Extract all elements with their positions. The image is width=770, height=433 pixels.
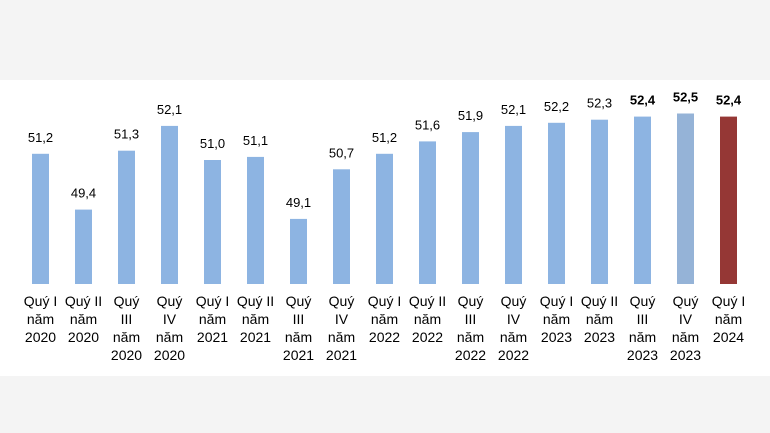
x-tick-label: Quý II năm 2020 [64,293,103,345]
value-label: 52,3 [587,96,612,111]
x-tick-label: Quý IV năm 2023 [669,293,702,363]
x-tick-label: Quý I năm 2022 [367,293,402,345]
x-tick-label: Quý III năm 2023 [626,293,659,363]
value-label: 51,3 [114,127,139,142]
value-label: 51,9 [458,108,483,123]
bar [548,122,565,284]
bar [247,156,264,284]
value-label: 50,7 [329,145,354,160]
bar [505,125,522,285]
x-tick-label: Quý II năm 2023 [580,293,619,345]
value-label: 52,4 [630,93,656,108]
bar [462,132,479,284]
bar [118,150,135,284]
value-label: 52,1 [501,102,526,117]
bar [333,169,350,284]
value-label: 51,1 [243,133,268,148]
x-tick-label: Quý III năm 2020 [110,293,143,363]
x-tick-label: Quý III năm 2022 [454,293,487,363]
bar [720,116,737,284]
x-tick-label: Quý I năm 2021 [195,293,230,345]
x-tick-label: Quý I năm 2024 [711,293,746,345]
value-label: 51,2 [372,130,397,145]
bar [75,209,92,284]
x-tick-label: Quý I năm 2023 [539,293,574,345]
bar [161,125,178,285]
bar [376,153,393,284]
value-label: 52,1 [157,102,182,117]
x-tick-label: Quý II năm 2021 [236,293,275,345]
value-label: 49,1 [286,195,311,210]
value-label: 52,4 [716,93,742,108]
x-tick-label: Quý IV năm 2021 [325,293,358,363]
value-label: 51,0 [200,136,225,151]
bar [677,113,694,284]
x-tick-label: Quý II năm 2022 [408,293,447,345]
x-tick-label: Quý III năm 2021 [282,293,315,363]
value-label: 51,2 [28,130,53,145]
bar [591,119,608,284]
x-tick-label: Quý IV năm 2020 [153,293,186,363]
bar [290,218,307,284]
bar [204,160,221,284]
value-label: 51,6 [415,117,440,132]
value-label: 49,4 [71,186,96,201]
x-tick-label: Quý IV năm 2022 [497,293,530,363]
value-label: 52,2 [544,99,569,114]
bar [32,153,49,284]
bar [419,141,436,284]
value-label: 52,5 [673,90,698,105]
bar [634,116,651,284]
x-tick-label: Quý I năm 2020 [23,293,58,345]
